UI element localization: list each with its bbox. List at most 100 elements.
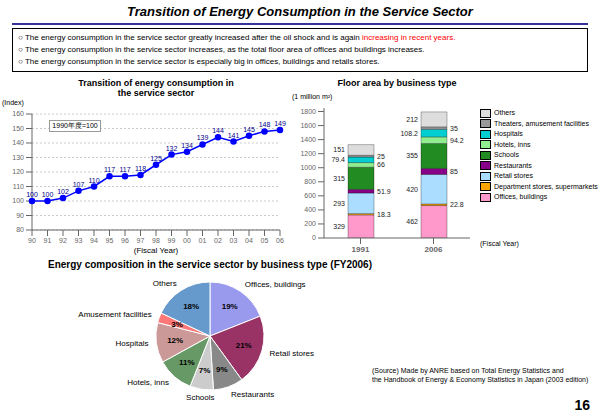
svg-text:1000: 1000: [300, 164, 316, 171]
svg-text:149: 149: [274, 120, 286, 127]
svg-text:400: 400: [304, 206, 316, 213]
html-text:○ The energy consumption in th: ○ The energy consumption in the service …: [18, 45, 425, 54]
svg-text:151: 151: [333, 146, 345, 153]
svg-text:18%: 18%: [183, 302, 199, 311]
svg-text:141: 141: [228, 132, 240, 139]
svg-text:148: 148: [259, 121, 271, 128]
html-text:○ The energy consumption in th: ○ The energy consumption in the service …: [18, 57, 380, 66]
svg-text:132: 132: [166, 145, 178, 152]
svg-text:102: 102: [57, 188, 69, 195]
svg-text:94.2: 94.2: [450, 137, 464, 144]
svg-text:85: 85: [450, 168, 458, 175]
svg-text:118: 118: [135, 165, 146, 172]
svg-text:04: 04: [245, 237, 253, 244]
html-text:16: 16: [574, 397, 590, 413]
svg-text:96: 96: [121, 237, 129, 244]
svg-text:22.8: 22.8: [450, 201, 464, 208]
svg-text:18.3: 18.3: [377, 211, 391, 218]
svg-text:94: 94: [90, 237, 98, 244]
svg-text:66: 66: [377, 161, 385, 168]
html-text:Theaters, amusement facilities: Theaters, amusement facilities: [494, 119, 589, 127]
svg-text:120: 120: [12, 168, 24, 175]
html-text:Energy composition in the serv: Energy composition in the service sector…: [48, 259, 372, 270]
svg-text:91: 91: [44, 237, 52, 244]
svg-text:140: 140: [12, 139, 24, 146]
svg-text:Schools: Schools: [186, 393, 214, 402]
svg-text:200: 200: [304, 220, 316, 227]
html-text:○ The energy consumption in th: ○ The energy consumption in the service …: [18, 33, 456, 42]
svg-text:93: 93: [75, 237, 83, 244]
html-text:(Fiscal Year): (Fiscal Year): [133, 246, 179, 255]
svg-text:03: 03: [230, 237, 238, 244]
svg-text:Restaurants: Restaurants: [231, 390, 274, 399]
svg-text:51.9: 51.9: [377, 188, 391, 195]
svg-text:80: 80: [16, 226, 24, 233]
svg-text:25: 25: [377, 153, 385, 160]
svg-text:110: 110: [88, 177, 99, 184]
svg-text:0: 0: [312, 234, 316, 241]
svg-text:92: 92: [59, 237, 67, 244]
svg-text:1800: 1800: [300, 108, 316, 115]
svg-text:97: 97: [137, 237, 145, 244]
svg-text:98: 98: [152, 237, 160, 244]
svg-text:Hospitals: Hospitals: [116, 339, 149, 348]
svg-text:Amusement facilities: Amusement facilities: [78, 310, 151, 319]
html-text:Transition of Energy Consumpti: Transition of Energy Consumption in the …: [127, 4, 473, 19]
svg-text:02: 02: [214, 237, 222, 244]
svg-text:05: 05: [261, 237, 269, 244]
svg-text:99: 99: [168, 237, 176, 244]
svg-text:Offices, buildings: Offices, buildings: [245, 280, 306, 289]
html-text:(Source) Made by ANRE based on: (Source) Made by ANRE based on Total Ene…: [372, 367, 589, 383]
html-text:Transition of energy consumpti: Transition of energy consumption in the …: [78, 78, 234, 98]
svg-text:293: 293: [333, 200, 345, 207]
svg-text:100: 100: [42, 191, 54, 198]
html-text:Floor area by business type: Floor area by business type: [337, 78, 457, 88]
svg-text:7%: 7%: [199, 366, 211, 375]
svg-text:95: 95: [106, 237, 114, 244]
svg-text:1400: 1400: [300, 136, 316, 143]
svg-text:117: 117: [104, 166, 115, 173]
svg-text:1600: 1600: [300, 122, 316, 129]
svg-text:12%: 12%: [167, 336, 183, 345]
svg-text:315: 315: [333, 175, 345, 182]
svg-text:06: 06: [276, 237, 284, 244]
svg-text:150: 150: [12, 125, 24, 132]
svg-text:329: 329: [333, 223, 345, 230]
svg-text:108.2: 108.2: [400, 130, 418, 137]
svg-text:01: 01: [199, 237, 207, 244]
svg-text:90: 90: [16, 212, 24, 219]
svg-text:139: 139: [197, 134, 209, 141]
svg-text:3%: 3%: [171, 320, 183, 329]
svg-text:2006: 2006: [425, 245, 443, 254]
svg-text:107: 107: [73, 181, 85, 188]
svg-text:79.4: 79.4: [331, 156, 345, 163]
svg-text:462: 462: [406, 218, 418, 225]
svg-text:130: 130: [12, 154, 24, 161]
svg-text:00: 00: [183, 237, 191, 244]
svg-text:134: 134: [181, 142, 193, 149]
svg-text:800: 800: [304, 178, 316, 185]
svg-text:11%: 11%: [179, 358, 195, 367]
svg-text:1200: 1200: [300, 150, 316, 157]
svg-text:160: 160: [12, 110, 24, 117]
svg-text:100: 100: [12, 197, 24, 204]
svg-text:600: 600: [304, 192, 316, 199]
svg-text:19%: 19%: [222, 302, 238, 311]
svg-text:Others: Others: [153, 279, 177, 288]
svg-text:212: 212: [406, 116, 418, 123]
svg-text:355: 355: [406, 152, 418, 159]
svg-text:35: 35: [450, 125, 458, 132]
svg-text:110: 110: [13, 183, 24, 190]
svg-text:1991: 1991: [352, 245, 370, 254]
svg-text:125: 125: [150, 155, 162, 162]
svg-text:117: 117: [119, 166, 130, 173]
svg-text:100: 100: [26, 191, 38, 198]
svg-text:9%: 9%: [216, 365, 228, 374]
svg-text:21%: 21%: [236, 341, 252, 350]
svg-text:Retail stores: Retail stores: [270, 349, 314, 358]
svg-text:420: 420: [406, 186, 418, 193]
svg-text:90: 90: [28, 237, 36, 244]
svg-text:144: 144: [212, 127, 224, 134]
svg-text:145: 145: [243, 126, 255, 133]
svg-text:Hotels, inns: Hotels, inns: [127, 378, 169, 387]
